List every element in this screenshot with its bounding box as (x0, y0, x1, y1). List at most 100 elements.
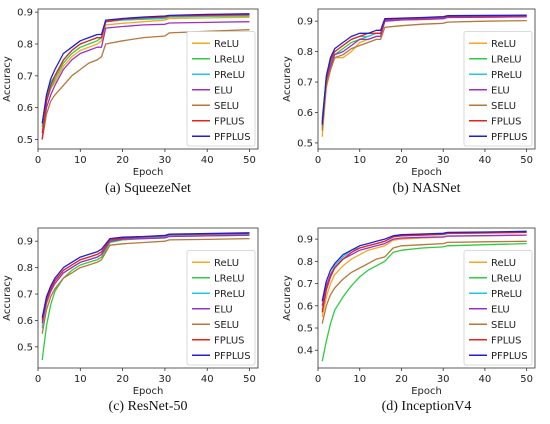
x-tick-label: 0 (35, 155, 41, 166)
legend-label: FPLUS (491, 335, 522, 346)
x-tick-label: 10 (353, 155, 366, 166)
legend-label: PFPLUS (214, 351, 251, 362)
y-tick-label: 0.5 (17, 135, 33, 146)
legend-label: ELU (214, 304, 233, 315)
chart-panel-4: 0.4 0.5 0.6 0.7 0.8 0.9 0 10 20 30 40 50 Epoch Accura… (282, 227, 536, 414)
series-line-pfplus (321, 230, 527, 302)
x-tick-label: 40 (479, 155, 492, 166)
y-tick-label: 0.6 (17, 316, 33, 327)
legend-label: ReLU (214, 39, 239, 50)
x-tick-label: 0 (35, 374, 41, 385)
legend-label: PFPLUS (491, 132, 528, 143)
legend-box (463, 31, 533, 147)
y-tick-label: 0.9 (297, 235, 313, 246)
x-axis-label: Epoch (411, 167, 442, 178)
x-tick-label: 30 (159, 374, 172, 385)
legend-label: FPLUS (214, 116, 245, 127)
y-axis-label: Accuracy (2, 275, 13, 321)
x-tick-label: 40 (201, 155, 214, 166)
x-tick-label: 50 (243, 374, 256, 385)
legend-label: PReLU (491, 70, 522, 81)
y-tick-label: 0.6 (297, 108, 313, 119)
legend-label: ELU (491, 304, 510, 315)
x-tick-label: 20 (116, 374, 129, 385)
series-line-relu (41, 16, 250, 130)
y-axis-label: Accuracy (282, 56, 293, 102)
legend-label: SELU (491, 320, 516, 331)
y-tick-label: 0.8 (17, 40, 33, 51)
y-axis-label: Accuracy (2, 56, 13, 102)
legend-label: SELU (214, 320, 239, 331)
legend-label: SELU (491, 101, 516, 112)
series-line-selu (41, 29, 250, 140)
legend-label: PFPLUS (214, 132, 251, 143)
x-axis-label: Epoch (411, 386, 442, 397)
series-line-fplus (41, 14, 250, 140)
panel-caption: (b) NASNet (392, 181, 460, 196)
y-tick-label: 0.8 (297, 47, 313, 58)
legend-label: ReLU (214, 258, 239, 269)
chart-panel-2: 0.5 0.6 0.7 0.8 0.9 0 10 20 30 40 50 Epoch Accuracy R… (282, 8, 536, 196)
series-line-fplus (321, 231, 527, 313)
y-axis-label: Accuracy (282, 275, 293, 321)
x-axis-label: Epoch (133, 167, 164, 178)
x-tick-label: 20 (116, 155, 129, 166)
legend-label: LReLU (214, 273, 245, 284)
legend-label: FPLUS (214, 335, 245, 346)
x-tick-label: 50 (243, 155, 256, 166)
panel-caption: (a) SqueezeNet (105, 181, 191, 196)
x-tick-label: 20 (395, 155, 408, 166)
y-tick-label: 0.5 (297, 138, 313, 149)
y-tick-label: 0.7 (17, 71, 33, 82)
legend-label: ELU (214, 85, 233, 96)
x-tick-label: 30 (437, 374, 450, 385)
x-tick-label: 40 (479, 374, 492, 385)
legend-label: ELU (491, 85, 510, 96)
y-tick-label: 0.7 (17, 290, 33, 301)
legend-label: PReLU (214, 70, 245, 81)
legend-label: LReLU (214, 54, 245, 65)
legend-label: PFPLUS (491, 351, 528, 362)
legend-label: PReLU (214, 289, 245, 300)
chart-panel-1: 0.5 0.6 0.7 0.8 0.9 0 10 20 30 40 50 Epoch Accuracy R… (2, 8, 259, 196)
x-tick-label: 10 (74, 374, 87, 385)
legend-label: ReLU (491, 258, 516, 269)
legend-label: LReLU (491, 54, 522, 65)
x-tick-label: 30 (159, 155, 172, 166)
legend-label: ReLU (491, 39, 516, 50)
legend-label: LReLU (491, 273, 522, 284)
x-tick-label: 50 (520, 155, 533, 166)
x-axis-label: Epoch (133, 386, 164, 397)
y-tick-label: 0.8 (297, 257, 313, 268)
series-line-lrelu (321, 242, 527, 362)
series-line-elu (41, 21, 250, 134)
x-tick-label: 0 (315, 155, 321, 166)
series-line-elu (321, 16, 527, 128)
chart-panel-3: 0.5 0.6 0.7 0.8 0.9 0 10 20 30 40 50 Epoch Accuracy R… (2, 227, 259, 414)
x-tick-label: 10 (353, 374, 366, 385)
y-tick-label: 0.4 (297, 346, 313, 357)
x-tick-label: 0 (315, 374, 321, 385)
legend-box (186, 250, 256, 366)
series-line-selu (41, 237, 250, 334)
series-line-selu (321, 19, 527, 131)
x-tick-label: 40 (201, 374, 214, 385)
y-tick-label: 0.9 (17, 237, 33, 248)
panel-caption: (d) InceptionV4 (382, 399, 472, 414)
y-tick-label: 0.6 (297, 301, 313, 312)
legend-label: SELU (214, 101, 239, 112)
y-tick-label: 0.5 (297, 324, 313, 335)
y-tick-label: 0.9 (297, 17, 313, 28)
x-tick-label: 10 (74, 155, 87, 166)
y-tick-label: 0.6 (17, 103, 33, 114)
y-tick-label: 0.7 (297, 78, 313, 89)
x-tick-label: 50 (520, 374, 533, 385)
legend-label: FPLUS (491, 116, 522, 127)
legend-box (463, 250, 533, 366)
series-line-pfplus (41, 232, 250, 318)
series-line-selu (321, 240, 527, 324)
x-tick-label: 20 (395, 374, 408, 385)
y-tick-label: 0.8 (17, 263, 33, 274)
x-tick-label: 30 (437, 155, 450, 166)
